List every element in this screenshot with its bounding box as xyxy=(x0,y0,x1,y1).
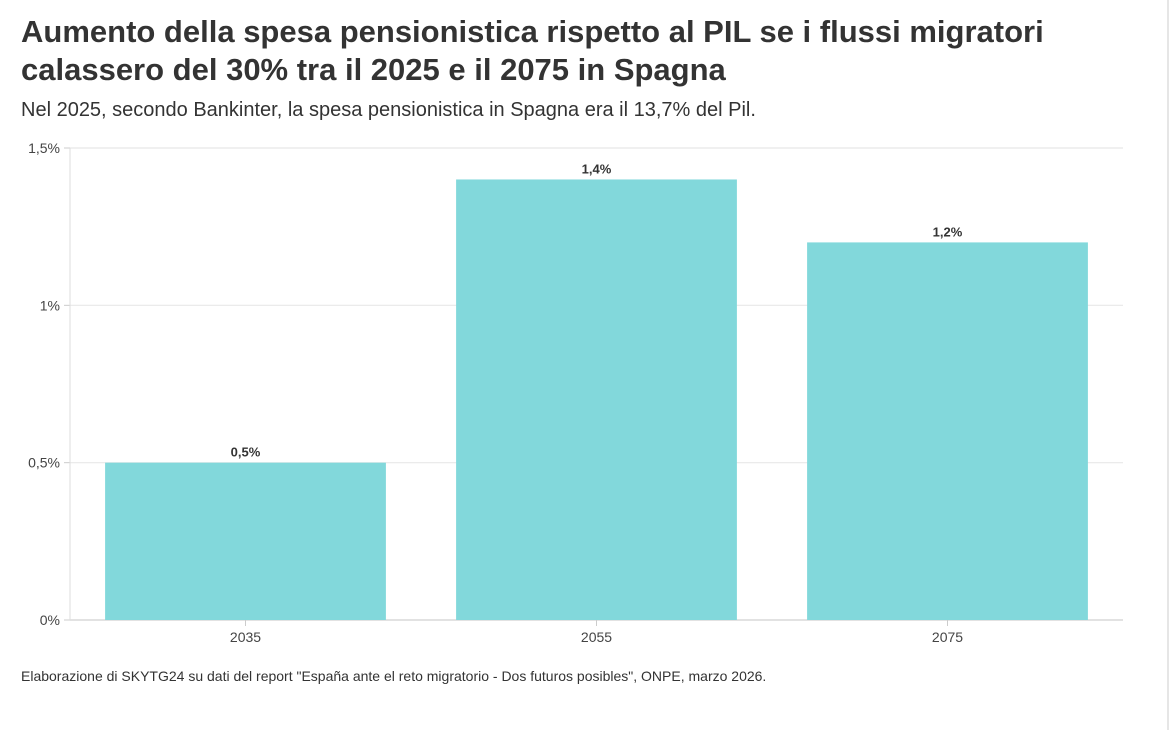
data-label-2075: 1,2% xyxy=(933,224,963,239)
data-labels: 0,5% 1,4% 1,2% xyxy=(231,161,963,459)
x-tick-label-2075: 2075 xyxy=(932,629,963,645)
bar-2075 xyxy=(807,242,1088,620)
x-tick-label-2055: 2055 xyxy=(581,629,612,645)
chart-title: Aumento della spesa pensionistica rispet… xyxy=(21,14,1044,87)
right-border xyxy=(1167,0,1169,730)
bar-2035 xyxy=(105,462,386,620)
chart-subtitle: Nel 2025, secondo Bankinter, la spesa pe… xyxy=(21,99,756,121)
y-tick-label: 0% xyxy=(40,612,60,628)
bar-chart: 0% 0,5% 1% 1,5% 0,5% 1,4% 1,2% 2035 2055 2075 xyxy=(28,140,1123,645)
y-tick-label: 0,5% xyxy=(28,455,60,471)
bars xyxy=(105,179,1088,620)
x-axis-ticks: 2035 2055 2075 xyxy=(230,620,963,645)
y-tick-label: 1% xyxy=(40,297,60,313)
data-label-2035: 0,5% xyxy=(231,445,261,460)
source-note: Elaborazione di SKYTG24 su dati del repo… xyxy=(21,668,767,684)
y-axis-ticks: 0% 0,5% 1% 1,5% xyxy=(28,140,60,628)
x-tick-label-2035: 2035 xyxy=(230,629,261,645)
y-tick-label: 1,5% xyxy=(28,140,60,156)
data-label-2055: 1,4% xyxy=(582,161,612,176)
bar-2055 xyxy=(456,179,737,620)
